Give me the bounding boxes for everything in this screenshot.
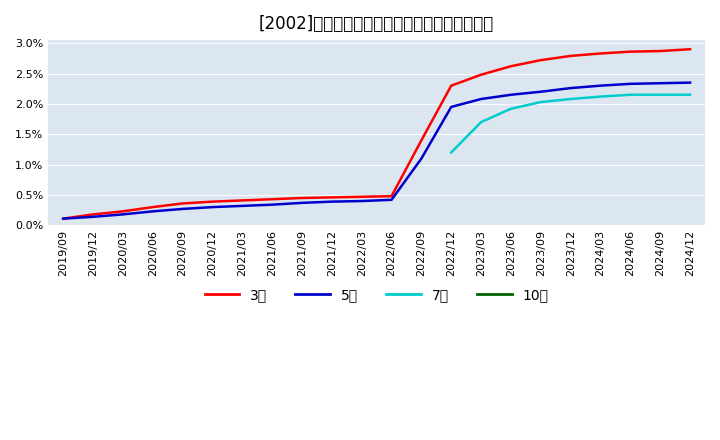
Legend: 3年, 5年, 7年, 10年: 3年, 5年, 7年, 10年: [199, 282, 554, 307]
Title: [2002]　当期純利益マージンの標準偏差の推移: [2002] 当期純利益マージンの標準偏差の推移: [259, 15, 494, 33]
